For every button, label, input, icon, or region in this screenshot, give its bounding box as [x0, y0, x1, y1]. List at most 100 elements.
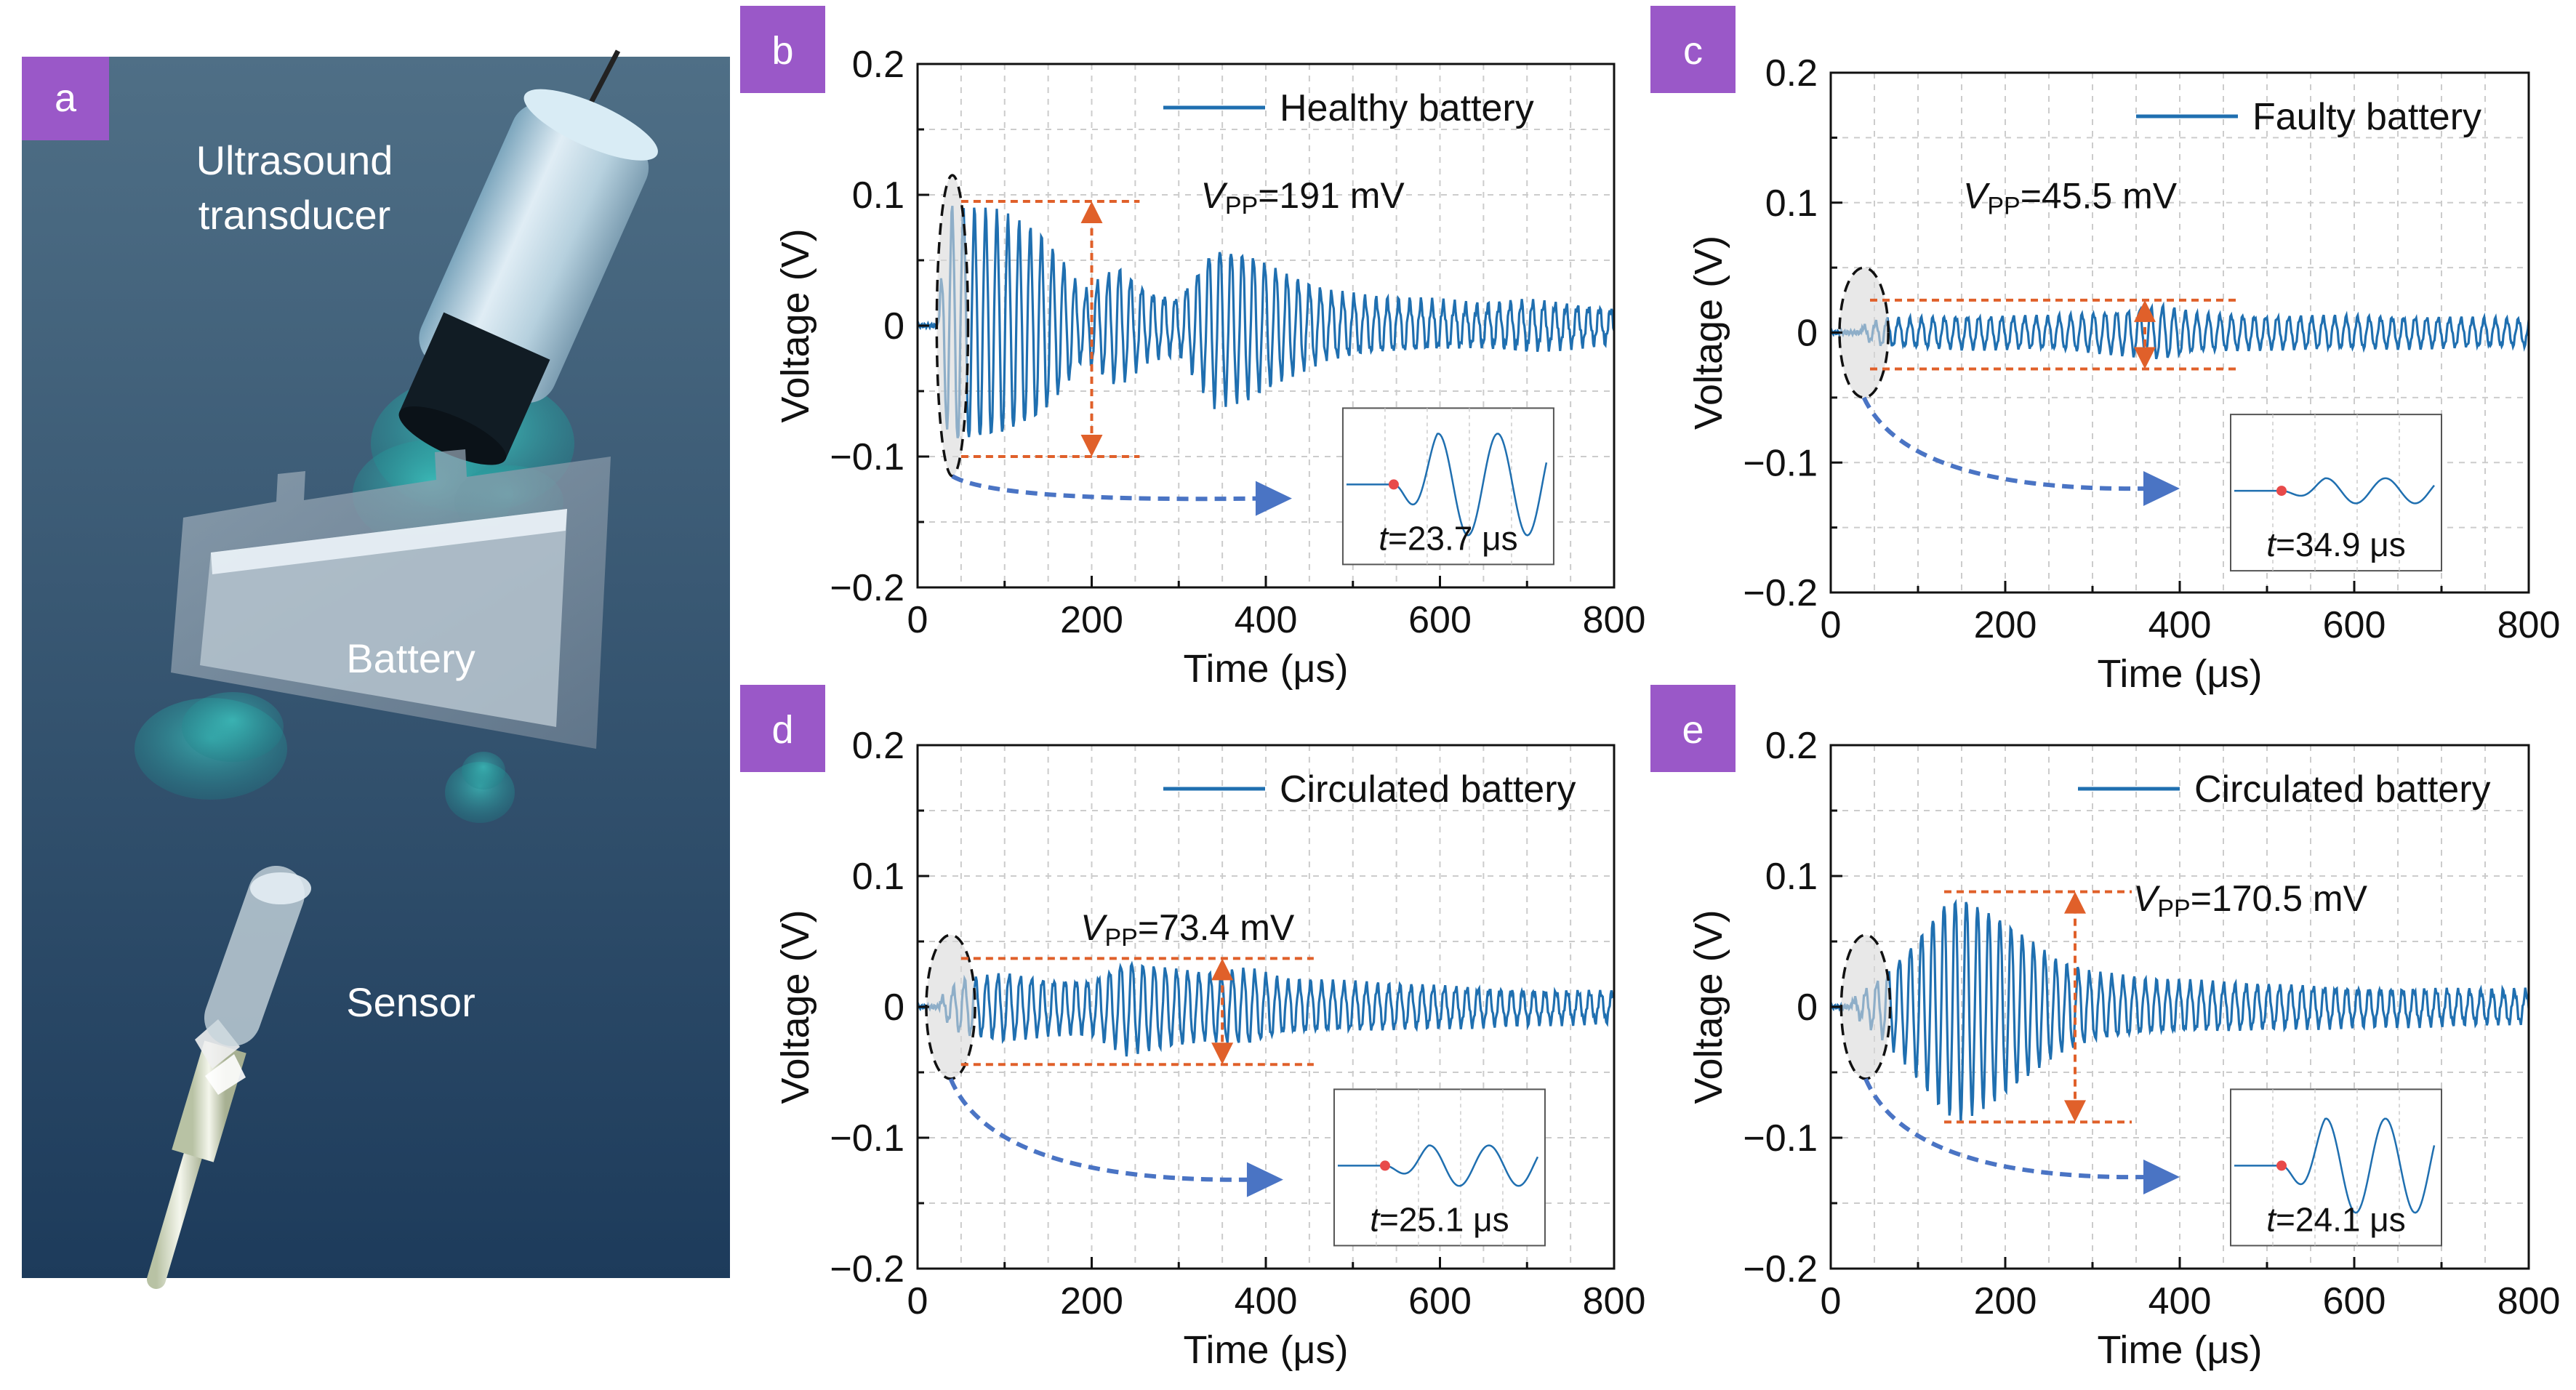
curved-arrow-head: [2143, 471, 2180, 506]
inset-signal: [2234, 477, 2435, 505]
vpp-label: VPP=170.5 mV: [2133, 878, 2368, 923]
legend-label: Circulated battery: [2194, 768, 2491, 811]
panel-tag-b-label: b: [771, 29, 793, 73]
panel-tag-b: [740, 6, 825, 93]
x-tick-label: 0: [907, 599, 928, 641]
y-tick-label: 0.1: [852, 174, 904, 217]
panel-tag-d-label: d: [771, 708, 793, 752]
vpp-symbol: V: [1963, 176, 1991, 217]
panel-tag-c-label: c: [1683, 29, 1703, 73]
y-axis-title: Voltage (V): [1687, 909, 1730, 1104]
chart-panel-b: b VPP=191 mV t=23.7 μs Healthy battery 0 200 4…: [740, 6, 1645, 691]
y-tick-label: −0.2: [1743, 1248, 1818, 1290]
x-tick-label: 0: [907, 1280, 928, 1322]
vpp-symbol: V: [1080, 907, 1108, 948]
curved-arrow-head: [1255, 481, 1292, 516]
vpp-arrow-head-up: [1211, 958, 1234, 981]
y-tick-label: −0.1: [830, 1117, 904, 1160]
onset-marker: [1388, 479, 1399, 490]
y-tick-label: 0.2: [1765, 725, 1818, 767]
inset-frame: [1333, 1088, 1546, 1247]
panel-tag-d: [740, 685, 825, 772]
y-tick-label: −0.2: [830, 1248, 904, 1290]
x-tick-label: 400: [2148, 1280, 2212, 1322]
onset-time-label: t=34.9 μs: [2266, 526, 2405, 563]
curved-dashed-arrow: [1863, 1077, 2151, 1180]
x-tick-label: 200: [1060, 1280, 1123, 1322]
schematic-panel: Ultrasound transducer Battery Sensor a: [22, 49, 730, 1289]
curved-dashed-arrow: [948, 1077, 1254, 1182]
y-tick-label: 0: [1797, 313, 1818, 355]
y-axis-title: Voltage (V): [774, 909, 817, 1104]
chart-panel-d: d VPP=73.4 mV t=25.1 μs Circulated battery 0…: [740, 685, 1645, 1372]
x-tick-label: 400: [1235, 599, 1298, 641]
onset-value: =25.1 μs: [1379, 1200, 1509, 1238]
curved-dashed-arrow: [951, 474, 1263, 502]
panel-tag-a: [22, 57, 109, 140]
onset-inset: t=23.7 μs: [1341, 407, 1554, 566]
x-tick-label: 200: [1974, 604, 2037, 646]
signal-line-e: [1829, 899, 2530, 1122]
transducer-label-line1: Ultrasound: [196, 137, 393, 183]
onset-ellipse: [1839, 933, 1892, 1080]
x-tick-label: 400: [1235, 1280, 1298, 1322]
y-tick-label: 0: [883, 987, 904, 1029]
sensor-label: Sensor: [346, 979, 475, 1025]
vpp-arrow-head-down: [1211, 1042, 1234, 1065]
battery-label: Battery: [346, 635, 475, 681]
vpp-label: VPP=191 mV: [1201, 175, 1405, 220]
x-tick-label: 800: [2497, 1280, 2561, 1322]
inset-signal: [2234, 1117, 2436, 1214]
x-axis-title: Time (μs): [2097, 652, 2262, 696]
onset-inset: t=24.1 μs: [2230, 1088, 2442, 1247]
legend-label: Healthy battery: [1280, 87, 1534, 129]
y-tick-label: −0.1: [830, 436, 904, 478]
vpp-symbol: V: [1201, 175, 1229, 216]
vpp-arrow-head-down: [1080, 435, 1103, 457]
vpp-subscript: PP: [1104, 924, 1137, 952]
x-axis-title: Time (μs): [1183, 647, 1348, 691]
onset-marker: [2276, 486, 2287, 497]
inset-frame: [1341, 407, 1554, 566]
legend-label: Circulated battery: [1280, 768, 1576, 811]
onset-symbol: t: [1370, 1200, 1381, 1238]
y-tick-label: 0.2: [852, 44, 904, 86]
vpp-arrow-head-up: [2064, 891, 2086, 914]
vpp-value: =191 mV: [1258, 175, 1405, 216]
vpp-label: VPP=45.5 mV: [1963, 176, 2178, 220]
y-axis-title: Voltage (V): [1687, 236, 1730, 430]
onset-marker: [2276, 1160, 2287, 1171]
onset-ellipse: [925, 933, 976, 1080]
y-tick-label: 0: [1797, 987, 1818, 1029]
onset-time-label: t=25.1 μs: [1370, 1200, 1509, 1238]
x-tick-label: 400: [2148, 604, 2212, 646]
y-axis-title: Voltage (V): [774, 228, 817, 422]
vpp-label: VPP=73.4 mV: [1080, 907, 1295, 952]
x-tick-label: 600: [1408, 1280, 1472, 1322]
curved-dashed-arrow: [1861, 396, 2151, 491]
signal-line-c: [1829, 301, 2530, 360]
x-tick-label: 800: [2497, 604, 2561, 646]
x-tick-label: 800: [1583, 1280, 1646, 1322]
onset-inset: t=25.1 μs: [1333, 1088, 1546, 1247]
inset-frame: [2230, 1088, 2442, 1247]
vpp-arrow-head-up: [2134, 300, 2156, 322]
signal-line-b: [916, 205, 1616, 438]
vpp-arrow-head-down: [2064, 1100, 2086, 1122]
y-tick-label: 0.1: [852, 856, 904, 898]
x-tick-label: 0: [1821, 1280, 1842, 1322]
x-axis-title: Time (μs): [2097, 1328, 2262, 1372]
onset-marker: [1379, 1160, 1390, 1171]
y-tick-label: 0.1: [1765, 182, 1818, 225]
vpp-value: =45.5 mV: [2021, 176, 2178, 217]
vpp-value: =170.5 mV: [2191, 878, 2368, 919]
y-tick-label: 0.2: [852, 725, 904, 767]
vpp-arrow-head-down: [2134, 347, 2156, 369]
chart-panel-e: e VPP=170.5 mV t=24.1 μs Circulated battery…: [1650, 685, 2560, 1372]
x-tick-label: 200: [1974, 1280, 2037, 1322]
vpp-subscript: PP: [1225, 192, 1258, 220]
inset-signal: [1346, 433, 1548, 537]
onset-symbol: t: [1379, 519, 1389, 557]
y-tick-label: 0: [883, 305, 904, 348]
